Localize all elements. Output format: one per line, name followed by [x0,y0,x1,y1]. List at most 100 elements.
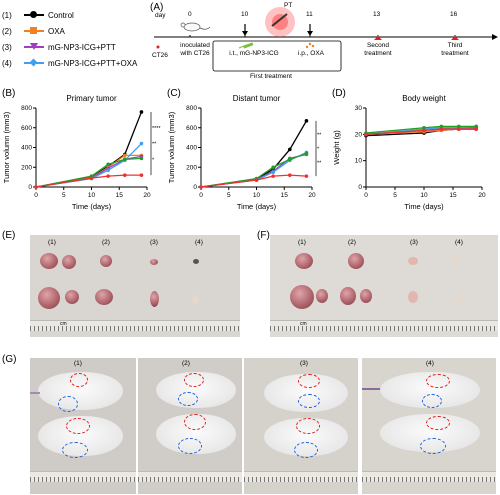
y-tick-label: 800 [21,105,32,112]
ruler [30,471,136,482]
tumor [454,258,460,263]
legend-swatch [24,26,44,36]
data-point [123,153,127,158]
y-tick-label: 10 [355,158,363,165]
group-label: (4) [426,360,434,367]
tumor-photo-primary: (1) (2) (3) (4) cm [30,235,240,337]
x-tick-label: 0 [199,192,203,199]
tumor [150,259,158,265]
mouse-tail [362,388,382,390]
panel-f: (F) (1) (2) (3) (4) cm [255,230,500,340]
tumor [62,255,76,269]
tumor [193,259,199,264]
y-tick-label: 200 [21,164,32,171]
y-tick-label: 600 [21,125,32,132]
significance-label: ** [317,133,322,139]
panel-c: (C) Distant tumor 0 5 10 15 20 0 200 400 600 800 Ti… [165,88,330,213]
day-label: day [155,12,166,19]
ip-label: i.p., OXA [298,50,325,57]
chart-title: Distant tumor [233,94,281,103]
x-axis-label: Time (days) [72,202,112,211]
series-line [200,174,307,188]
y-axis-label: Weight (g) [332,130,341,165]
mouse-tail [30,392,40,394]
first-treatment-label: First treatment [250,73,292,80]
primary-tumor-circle [298,374,320,388]
day-0: 0 [188,11,192,18]
series-line [200,120,308,188]
pt-label: PT [284,2,293,9]
ruler-unit: cm [300,321,307,327]
panel-letter: (B) [2,88,16,99]
panel-g: (G) (1) (2) (3) (4) [0,352,500,495]
primary-tumor-circle [426,374,450,388]
panel-letter: (D) [332,88,346,99]
data-point [422,128,426,133]
data-point [34,185,38,189]
second-treatment-marker [374,36,382,40]
x-tick-label: 15 [281,192,289,199]
data-point [474,124,478,129]
first-treatment-box [212,40,342,72]
y-tick-label: 0 [358,184,362,191]
group-label: (2) [102,239,110,246]
y-axis-label: Tumor volumn (mm3) [2,111,11,183]
group-label: (1) [74,360,82,367]
legend-label: Control [48,10,74,20]
tumor [408,257,418,265]
data-point [106,162,110,167]
distant-tumor-circle [62,442,88,458]
data-point [123,157,127,162]
primary-tumor-circle [70,373,88,387]
data-point [304,174,309,178]
x-tick-label: 5 [393,192,397,199]
y-tick-label: 800 [186,105,197,112]
second-treatment-label: Second treatment [364,42,392,57]
legend-swatch [24,10,44,20]
panel-letter: (C) [167,88,181,99]
y-tick-label: 400 [186,145,197,152]
tumor [456,295,462,301]
panel-letter: (F) [257,230,270,241]
x-tick-label: 5 [62,192,66,199]
laser-glow [265,7,295,37]
legend-num: (3) [2,42,12,52]
panel-letter: (G) [2,354,17,365]
legend-item-oxa: (2) OXA [2,26,65,36]
panel-d: (D) Body weight 0 5 10 15 20 0 10 20 30 Time (days… [330,88,500,213]
third-treatment-marker [451,36,459,40]
tumor [408,291,418,303]
data-point [271,174,275,178]
legend-item-ptt-oxa: (4) mG-NP3-ICG+PTT+OXA [2,58,137,68]
y-tick-label: 0 [193,184,197,191]
ct26-label: CT26 [152,52,168,59]
chart-title: Body weight [402,94,446,103]
legend-label: mG-NP3-ICG+PTT+OXA [48,58,138,68]
y-axis-label: Tumor volumn (mm3) [167,111,176,183]
oxa-drops [305,42,315,49]
tumor [65,290,79,304]
legend-num: (1) [2,10,12,20]
y-tick-label: 600 [186,125,197,132]
primary-tumor-circle [66,418,90,434]
panel-letter: (A) [150,2,164,13]
data-point [304,119,309,123]
distant-tumor-circle [58,396,78,412]
y-tick-label: 30 [355,105,363,112]
day-13: 13 [373,11,381,18]
ruler: cm [270,320,498,331]
body-weight-chart: Body weight 0 5 10 15 20 0 10 20 30 Time (days) Wei… [332,94,486,211]
legend-swatch [24,58,44,68]
distant-tumor-circle [178,392,198,406]
inoculated-label: inoculated with CT26 [180,42,210,57]
syringe-icon [238,42,254,49]
legend-label: mG-NP3-ICG+PTT [48,42,116,52]
y-tick-label: 0 [28,184,32,191]
data-point [271,170,275,174]
x-axis-label: Time (days) [404,202,444,211]
data-point [106,174,110,178]
group-label: (2) [182,360,190,367]
ruler-unit: cm [60,321,67,327]
data-point [288,173,292,177]
